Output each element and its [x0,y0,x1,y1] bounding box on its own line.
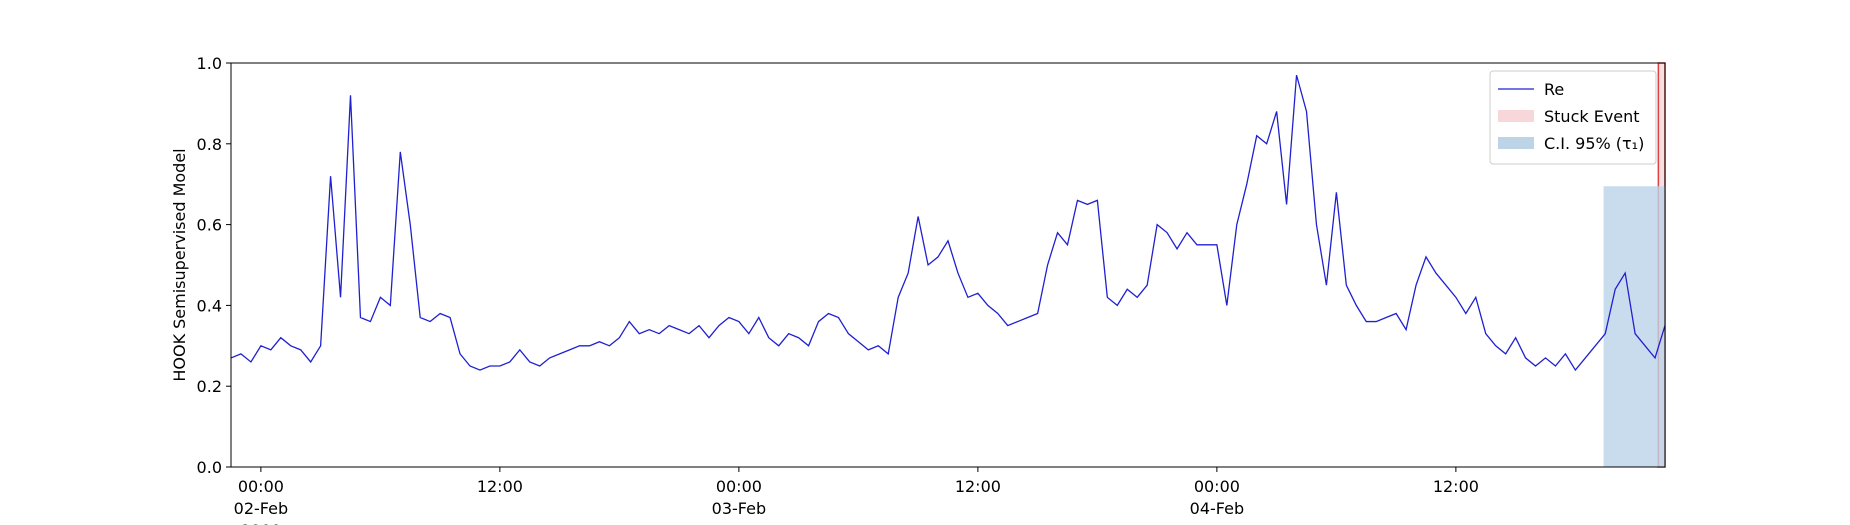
line [230,74,1666,372]
x-tick-label-line: 12:00 [477,477,523,496]
y-tick-label: 0.6 [197,216,222,235]
legend-swatch [1498,137,1534,149]
y-tick-label: 0.4 [197,296,222,315]
x-tick-label-line: 00:00 [238,477,284,496]
x-tick-label-line: 12:00 [1433,477,1479,496]
x-tick-label-line: 04-Feb [1190,499,1244,518]
y-tick-label: 1.0 [197,54,222,73]
x-tick-label: 00:00 03-Feb [712,477,766,518]
x-tick-label-line: 1900 [241,521,282,525]
x-tick-label-line: 00:00 [1194,477,1240,496]
x-tick-label: 00:00 02-Feb 1900 [234,477,288,525]
x-tick-label-line: 03-Feb [712,499,766,518]
x-tick-label-line: 02-Feb [234,499,288,518]
y-tick-label: 0.8 [197,135,222,154]
x-tick-label-line: 00:00 [716,477,762,496]
x-tick-label: 12:00 [1433,477,1479,496]
legend-label: Stuck Event [1544,107,1640,126]
axes-frame [230,62,1666,468]
legend-label: C.I. 95% (τ₁) [1544,134,1644,153]
legend-label: Re [1544,80,1564,99]
y-axis-label: HOOK Semisupervised Model [170,148,189,381]
x-tick-label: 12:00 [955,477,1001,496]
x-tick-label-line: 12:00 [955,477,1001,496]
x-tick-label: 00:00 04-Feb [1190,477,1244,518]
legend-swatch [1498,110,1534,122]
y-tick-label: 0.2 [197,377,222,396]
x-tick-label: 12:00 [477,477,523,496]
y-tick-label: 0.0 [197,458,222,477]
